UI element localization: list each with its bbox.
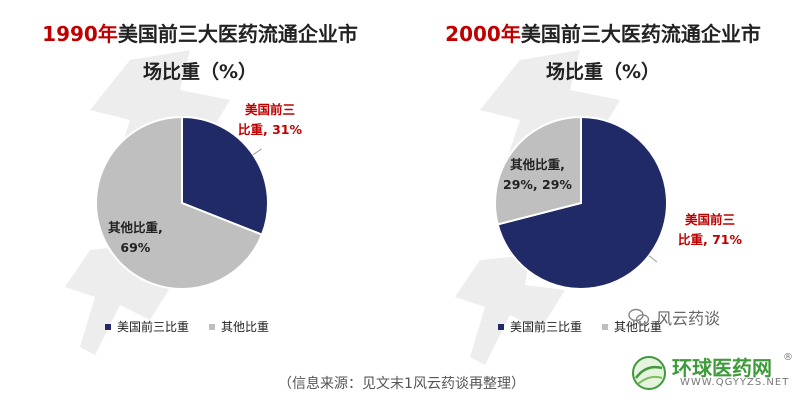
label-other-line1: 其他比重, bbox=[510, 157, 565, 172]
wechat-name: 风云药谈 bbox=[656, 309, 721, 328]
legend-swatch bbox=[209, 323, 216, 330]
legend-item-main: 美国前三比重 bbox=[498, 318, 582, 335]
chart-title-line2: 场比重（%） bbox=[142, 61, 258, 83]
label-main-line2: 比重, 31% bbox=[238, 122, 303, 137]
label-main: 美国前三 比重, 31% bbox=[238, 100, 302, 140]
chart-title-line2: 场比重（%） bbox=[545, 61, 661, 83]
chart-1990: 1990年美国前三大医药流通企业市 场比重（%） 美国前三 比重, 31% 其他… bbox=[0, 0, 400, 360]
label-main-line1: 美国前三 bbox=[245, 102, 296, 117]
label-other: 其他比重, 69% bbox=[108, 218, 163, 258]
label-other-line2: 69% bbox=[120, 240, 151, 255]
legend-item-main: 美国前三比重 bbox=[105, 318, 189, 335]
pie-chart bbox=[494, 115, 668, 290]
legend-label: 其他比重 bbox=[221, 320, 270, 334]
leader-line bbox=[252, 148, 262, 156]
chart-title: 1990年美国前三大医药流通企业市 bbox=[0, 20, 400, 48]
label-main-line2: 比重, 71% bbox=[678, 232, 743, 247]
legend: 美国前三比重 其他比重 bbox=[105, 318, 283, 335]
legend: 美国前三比重 其他比重 bbox=[498, 318, 676, 335]
logo-registered-mark: ® bbox=[783, 352, 793, 363]
legend-label: 美国前三比重 bbox=[117, 320, 190, 334]
title-year: 2000年 bbox=[445, 22, 521, 46]
pie-slice-other bbox=[494, 115, 582, 226]
title-text: 美国前三大医药流通企业市 bbox=[117, 22, 358, 46]
legend-item-other: 其他比重 bbox=[602, 318, 662, 335]
globe-logo-icon bbox=[632, 356, 666, 390]
wechat-watermark: 风云药谈 bbox=[628, 305, 720, 329]
label-main-line1: 美国前三 bbox=[685, 212, 736, 227]
legend-label: 其他比重 bbox=[614, 320, 663, 334]
logo-name: 环球医药网 bbox=[672, 356, 772, 380]
label-main: 美国前三 比重, 71% bbox=[678, 210, 742, 250]
site-logo: 环球医药网 ® WWW.QGYYZS.NET bbox=[628, 352, 798, 396]
legend-swatch bbox=[498, 323, 504, 330]
wechat-icon bbox=[628, 308, 650, 325]
pie-slice-other bbox=[95, 115, 264, 290]
title-text: 美国前三大医药流通企业市 bbox=[520, 22, 761, 46]
legend-item-other: 其他比重 bbox=[209, 318, 269, 335]
chart-title: 2000年美国前三大医药流通企业市 bbox=[403, 20, 803, 48]
title-year: 1990年 bbox=[42, 22, 118, 46]
legend-label: 美国前三比重 bbox=[510, 320, 583, 334]
legend-swatch bbox=[105, 323, 111, 330]
label-other-line1: 其他比重, bbox=[108, 220, 163, 235]
label-other-line2: 29%, 29% bbox=[503, 177, 572, 192]
logo-url: WWW.QGYYZS.NET bbox=[680, 377, 790, 388]
source-note: （信息来源：见文末1风云药谈再整理） bbox=[278, 376, 525, 392]
leader-line bbox=[648, 255, 658, 263]
chart-2000: 2000年美国前三大医药流通企业市 场比重（%） 其他比重, 29%, 29% … bbox=[403, 0, 803, 360]
legend-swatch bbox=[602, 323, 609, 330]
label-other: 其他比重, 29%, 29% bbox=[503, 155, 572, 195]
pie-chart bbox=[95, 115, 269, 290]
